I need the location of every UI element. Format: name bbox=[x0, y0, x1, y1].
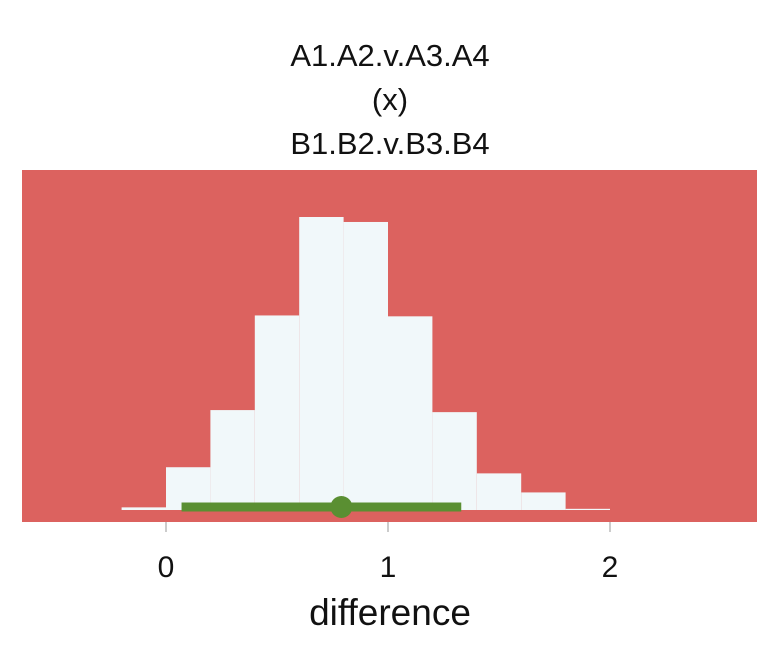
histogram-bar bbox=[121, 507, 166, 510]
histogram-bar bbox=[565, 508, 610, 510]
histogram-bar bbox=[343, 221, 388, 510]
x-axis: 0 1 2 bbox=[158, 522, 619, 584]
histogram-bar bbox=[254, 315, 300, 510]
histogram-bar bbox=[210, 410, 255, 510]
x-tick-label: 0 bbox=[158, 551, 175, 584]
histogram-bars bbox=[121, 217, 610, 510]
chart-title-line-1: A1.A2.v.A3.A4 bbox=[290, 38, 490, 73]
chart-title-line-3: B1.B2.v.B3.B4 bbox=[290, 126, 490, 161]
point-estimate-marker bbox=[330, 496, 353, 518]
chart-title-line-2: (x) bbox=[371, 82, 409, 117]
histogram-bar bbox=[521, 492, 566, 510]
histogram-bar bbox=[388, 316, 433, 510]
histogram-bar bbox=[432, 412, 477, 510]
x-tick-label: 2 bbox=[602, 551, 619, 584]
x-tick-label: 1 bbox=[380, 551, 397, 584]
histogram-bar bbox=[299, 217, 344, 510]
x-axis-title: difference bbox=[309, 592, 471, 633]
histogram-bar bbox=[476, 473, 522, 510]
